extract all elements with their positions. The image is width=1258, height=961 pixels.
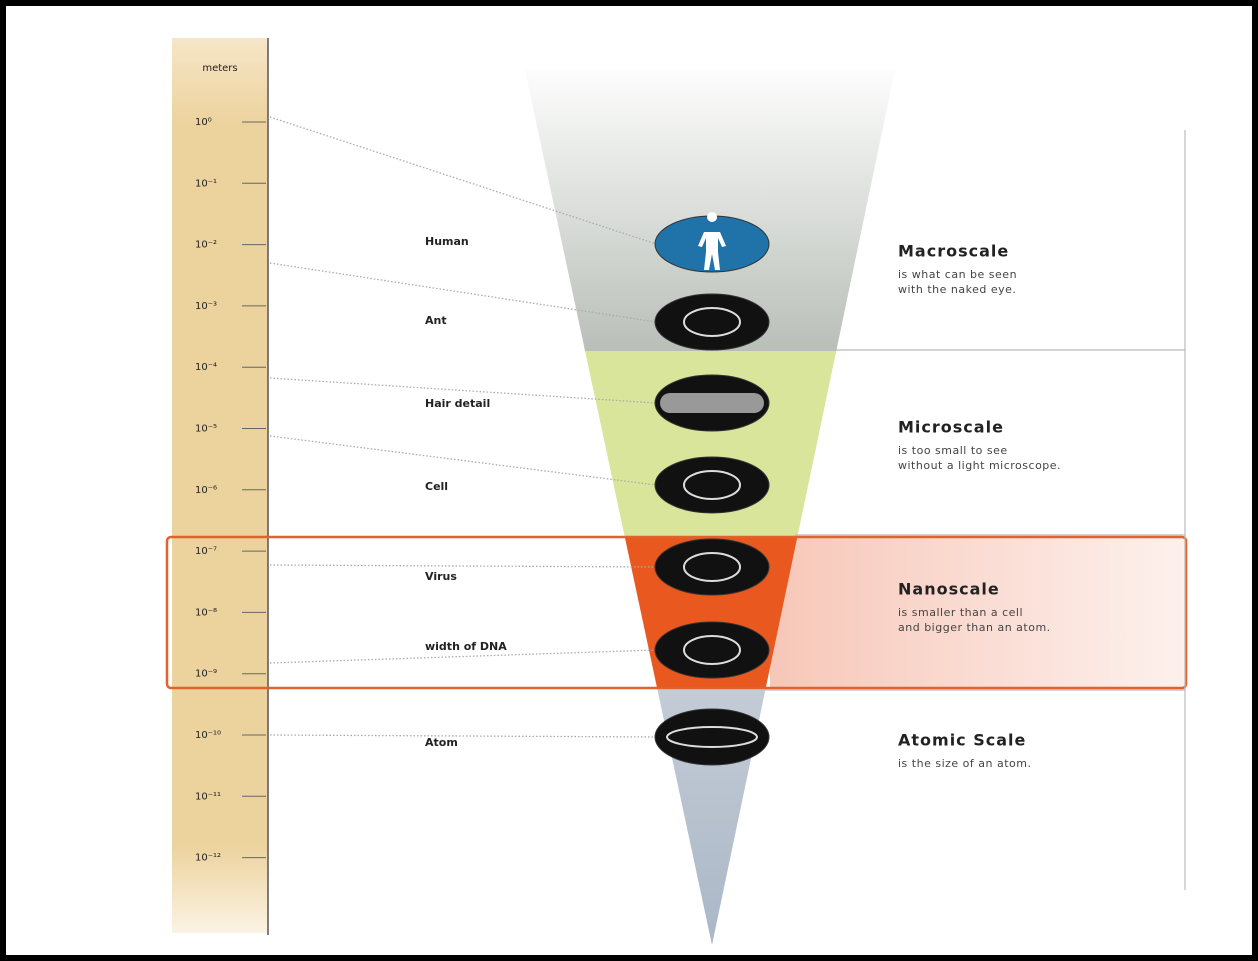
- ruler: [172, 38, 268, 933]
- scale-description: and bigger than an atom.: [898, 621, 1051, 634]
- icon-detail: [683, 552, 741, 582]
- tick-label: 10⁻¹⁰: [195, 730, 221, 741]
- scale-description: is what can be seen: [898, 268, 1017, 281]
- tick-label: 10⁻²: [195, 240, 217, 251]
- item-icon: [654, 621, 770, 679]
- item-label: Atom: [425, 736, 458, 749]
- scale-name: Microscale: [898, 418, 1004, 437]
- connector: [269, 435, 657, 486]
- tick-label: 10⁻⁷: [195, 546, 217, 557]
- icon-detail: [683, 307, 741, 337]
- icon-detail: [683, 635, 741, 665]
- axis-label: meters: [202, 63, 237, 74]
- icon-detail: [666, 726, 758, 748]
- nano-box: [165, 535, 1188, 690]
- scale-name: Macroscale: [898, 242, 1009, 261]
- item-label: Ant: [425, 314, 447, 327]
- tick-label: 10⁻⁸: [195, 607, 217, 618]
- tick-label: 10⁻⁹: [195, 669, 217, 680]
- scale-description: is the size of an atom.: [898, 757, 1031, 770]
- nano-band: [770, 537, 1186, 688]
- scale-name: Atomic Scale: [898, 731, 1026, 750]
- scale-description: is smaller than a cell: [898, 606, 1023, 619]
- item-icon: [654, 708, 770, 766]
- scale-description: is too small to see: [898, 444, 1008, 457]
- item-label: Cell: [425, 480, 448, 493]
- item-label: Hair detail: [425, 397, 490, 410]
- scale-description: without a light microscope.: [898, 459, 1061, 472]
- scale-description: with the naked eye.: [898, 283, 1016, 296]
- item-icon: [654, 538, 770, 596]
- tick-label: 10⁻¹²: [195, 853, 221, 864]
- human-figure: [698, 212, 726, 270]
- item-icon: [654, 293, 770, 351]
- item-label: width of DNA: [425, 640, 507, 653]
- scale-name: Nanoscale: [898, 580, 1000, 599]
- tick-label: 10⁻³: [195, 301, 217, 312]
- connector: [269, 564, 657, 568]
- item-label: Virus: [425, 570, 457, 583]
- tick-label: 10⁰: [195, 117, 212, 128]
- tick-label: 10⁻⁴: [195, 362, 217, 373]
- icon-detail: [683, 470, 741, 500]
- connector: [269, 734, 657, 738]
- tick-label: 10⁻⁶: [195, 485, 217, 496]
- tick-label: 10⁻⁵: [195, 424, 217, 435]
- hair-strand: [660, 393, 764, 413]
- item-icon: [654, 456, 770, 514]
- item-label: Human: [425, 235, 469, 248]
- tick-label: 10⁻¹: [195, 178, 217, 189]
- tick-label: 10⁻¹¹: [195, 791, 221, 802]
- connector: [269, 649, 657, 664]
- connector: [269, 377, 657, 404]
- connector: [269, 116, 657, 245]
- brackets: [765, 130, 1186, 890]
